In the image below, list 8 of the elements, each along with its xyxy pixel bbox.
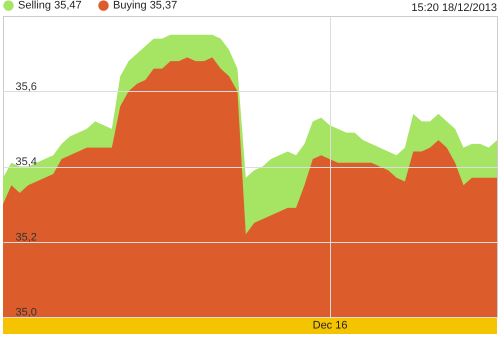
y-tick-label: 35,2 bbox=[16, 231, 37, 244]
legend-label: Buying 35,37 bbox=[113, 0, 178, 12]
legend-label: Selling 35,47 bbox=[18, 0, 82, 12]
y-tick-label: 35,6 bbox=[16, 80, 37, 93]
chart-title: 15:20 18/12/2013 bbox=[411, 2, 497, 14]
y-tick-label: 35,0 bbox=[16, 306, 37, 318]
x-tick-label: Dec 16 bbox=[312, 320, 348, 332]
y-tick-label: 35,4 bbox=[16, 156, 37, 168]
